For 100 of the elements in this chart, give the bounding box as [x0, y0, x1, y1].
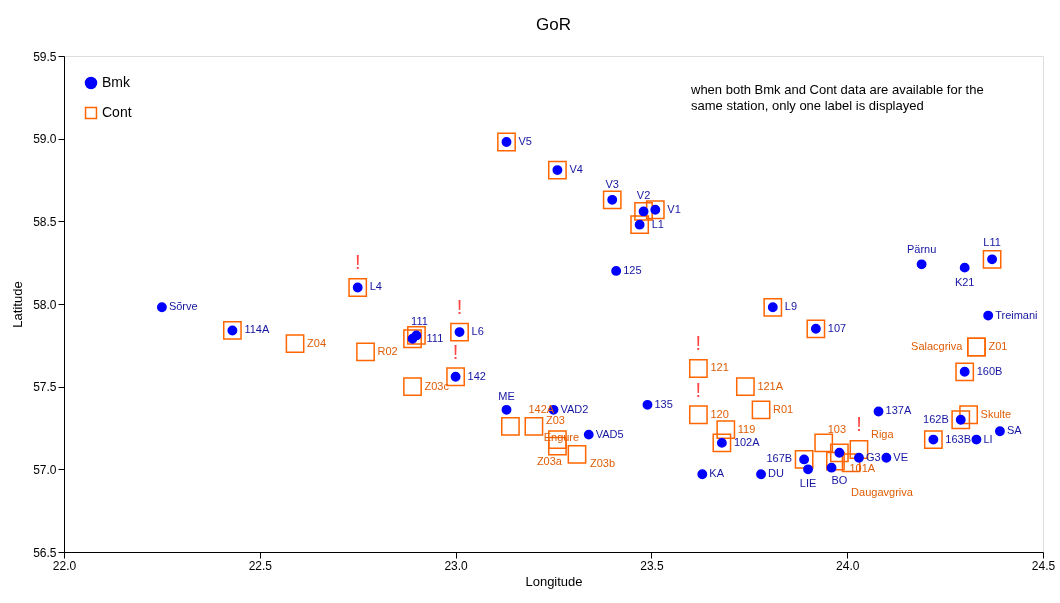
point: [348, 278, 368, 297]
x-tick-label: 23.0: [444, 558, 469, 573]
point: [156, 302, 167, 313]
annotation: K21: [954, 275, 975, 288]
point: [688, 359, 708, 378]
y-tick-label: 57.0: [33, 462, 57, 477]
annotation: !: [695, 378, 702, 401]
point: [716, 420, 736, 440]
annotation: Z03: [545, 414, 565, 427]
annotation: Daugavgriva: [851, 485, 914, 498]
point: [806, 319, 826, 339]
annotation: 137A: [885, 404, 912, 417]
point: [712, 433, 732, 453]
point: [951, 410, 971, 430]
x-tick-label: 24.0: [836, 558, 860, 573]
annotation: !: [856, 413, 862, 436]
x-tick-label: 24.5: [1031, 558, 1056, 573]
annotation: 107: [827, 321, 847, 334]
annotation: LI: [983, 432, 993, 445]
annotation: 125: [623, 263, 642, 276]
annotation: KA: [709, 467, 725, 480]
point: [794, 450, 814, 469]
annotation: 135: [654, 397, 673, 410]
point: [285, 334, 305, 354]
point: [697, 469, 708, 480]
annotation: !: [452, 340, 459, 363]
annotation: DU: [768, 467, 784, 480]
annotation: L1: [651, 217, 664, 230]
annotation: V4: [569, 163, 583, 176]
x-tick-label: 23.5: [640, 558, 664, 573]
annotation: 102A: [733, 435, 761, 448]
point: [971, 434, 982, 445]
point: [567, 445, 587, 464]
annotation: V2: [636, 189, 651, 202]
point: [645, 200, 665, 220]
annotation: G3: [865, 450, 881, 463]
point: [881, 452, 892, 463]
point: [826, 462, 837, 473]
annotation: Treimani: [995, 308, 1038, 321]
x-tick-label: 22.5: [248, 558, 273, 573]
point: [983, 310, 994, 321]
annotation: L4: [369, 280, 382, 293]
annotation: VAD5: [595, 427, 624, 440]
annotation: 120: [710, 407, 729, 420]
y-axis-title: Latitude: [10, 281, 26, 328]
x-axis-title: Longitude: [525, 573, 583, 589]
y-tick-label: 56.5: [33, 545, 57, 560]
annotation: Salacgriva: [911, 339, 964, 352]
annotation: Skulte: [980, 407, 1012, 420]
point: [356, 342, 375, 362]
point: [873, 406, 884, 417]
annotation: 121: [710, 361, 729, 374]
annotation: L11: [983, 236, 1001, 249]
annotation: Z01: [988, 339, 1008, 352]
annotation: 119: [737, 422, 756, 435]
point: [407, 326, 426, 345]
point: [923, 430, 943, 449]
annotation: V1: [667, 202, 681, 215]
point: [688, 405, 708, 425]
x-tick-label: 22.0: [52, 558, 77, 573]
point: [959, 405, 979, 425]
point: [959, 262, 970, 273]
annotation: ME: [498, 389, 515, 402]
y-tick-label: 58.5: [33, 214, 57, 229]
point: [814, 433, 834, 453]
y-tick-label: 59.5: [33, 49, 57, 64]
point: [501, 416, 520, 436]
annotation: Z03a: [536, 455, 563, 468]
annotation: LIE: [799, 477, 817, 490]
annotation: 103: [827, 422, 847, 435]
point: [450, 322, 469, 342]
point: [548, 160, 567, 180]
annotation: Z03b: [590, 457, 616, 470]
point: [642, 399, 653, 410]
y-tick-label: 57.5: [33, 380, 57, 395]
annotation: 121A: [757, 379, 784, 392]
annotation: Sõrve: [168, 300, 198, 313]
point: [630, 215, 650, 235]
y-tick-label: 58.0: [33, 297, 57, 312]
annotation: L9: [784, 300, 798, 313]
annotation: R02: [377, 344, 398, 357]
annotation: 142: [467, 369, 486, 382]
point: [756, 469, 766, 480]
annotation: Z04: [307, 336, 327, 349]
point: [634, 202, 653, 221]
annotation: Riga: [870, 428, 895, 441]
point: [583, 429, 594, 440]
point: [803, 464, 813, 475]
annotation: when both Bmk and Cont data are available for the same station, only one label is displayed: [690, 82, 984, 113]
annotation: 160B: [976, 364, 1003, 377]
point: [611, 266, 622, 276]
point: [982, 249, 1002, 269]
point: [763, 297, 783, 317]
y-tick-label: 59.0: [33, 132, 57, 147]
annotation: 167B: [766, 452, 793, 465]
annotation: R01: [773, 402, 794, 415]
annotation: BO: [831, 473, 848, 486]
annotation: !: [354, 251, 361, 274]
annotation: Pärnu: [906, 243, 937, 256]
point: [735, 377, 755, 397]
